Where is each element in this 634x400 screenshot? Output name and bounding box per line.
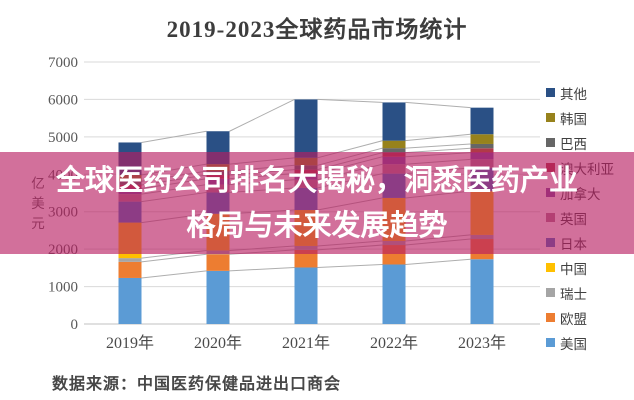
legend-label: 美国: [560, 336, 587, 352]
series-connector-line: [141, 253, 207, 263]
legend-swatch-icon: [546, 338, 555, 347]
y-tick-label: 7000: [48, 55, 78, 71]
bar-segment-巴西: [470, 143, 494, 149]
legend-item-瑞士: 瑞士: [546, 280, 614, 305]
y-tick-label: 5000: [48, 130, 78, 146]
legend-swatch-icon: [546, 113, 555, 122]
y-tick-label: 0: [71, 317, 79, 333]
banner-text-line2: 格局与未来发展趋势: [186, 208, 448, 242]
bar-segment-欧盟: [294, 249, 318, 268]
legend-item-美国: 美国: [546, 330, 614, 355]
bar-segment-美国: [470, 259, 494, 324]
series-connector-line: [229, 266, 295, 272]
series-connector-line: [317, 98, 383, 103]
legend-label: 韩国: [560, 111, 587, 127]
series-connector-line: [405, 147, 471, 154]
x-tick-label: 2021年: [282, 334, 330, 352]
x-tick-label: 2020年: [194, 334, 242, 352]
chart-title: 2019-2023全球药品市场统计: [166, 17, 468, 42]
bar-segment-欧盟: [118, 261, 142, 278]
x-tick-label: 2019年: [106, 334, 154, 352]
bar-segment-其他: [470, 107, 494, 135]
legend-swatch-icon: [546, 288, 555, 297]
bar-segment-美国: [382, 264, 406, 324]
legend-label: 欧盟: [560, 311, 587, 327]
y-tick-label: 1000: [48, 280, 78, 296]
bar-segment-韩国: [382, 140, 406, 149]
legend-item-韩国: 韩国: [546, 105, 614, 130]
bar-segment-欧盟: [206, 254, 230, 271]
promo-banner-overlay: 全球医药公司排名大揭秘，洞悉医药产业 格局与未来发展趋势: [0, 152, 634, 254]
legend-label: 巴西: [560, 136, 587, 152]
legend-item-欧盟: 欧盟: [546, 305, 614, 330]
bar-segment-澳大利亚: [470, 148, 494, 153]
legend-swatch-icon: [546, 313, 555, 322]
x-tick-label: 2022年: [370, 334, 418, 352]
legend-label: 瑞士: [560, 286, 587, 302]
legend-item-其他: 其他: [546, 80, 614, 105]
legend-item-中国: 中国: [546, 255, 614, 280]
series-connector-line: [229, 98, 295, 132]
series-connector-line: [141, 270, 207, 279]
data-source-note: 数据来源：中国医药保健品进出口商会: [52, 376, 342, 393]
legend-item-巴西: 巴西: [546, 130, 614, 155]
banner-text-line1: 全球医药公司排名大揭秘，洞悉医药产业: [55, 163, 578, 197]
bar-segment-美国: [118, 277, 142, 324]
series-connector-line: [405, 133, 471, 142]
bar-segment-韩国: [470, 134, 494, 144]
series-connector-line: [141, 130, 207, 143]
legend-label: 其他: [560, 86, 587, 102]
series-connector-line: [317, 263, 383, 268]
series-connector-line: [405, 143, 471, 149]
bar-segment-瑞士: [118, 258, 142, 262]
bar-segment-美国: [294, 267, 318, 324]
series-connector-line: [405, 258, 471, 265]
y-tick-label: 6000: [48, 92, 78, 108]
x-tick-label: 2023年: [458, 334, 506, 352]
legend-label: 中国: [560, 261, 587, 277]
bar-segment-巴西: [382, 148, 406, 153]
legend-swatch-icon: [546, 88, 555, 97]
series-connector-line: [405, 101, 471, 109]
bar-segment-其他: [382, 102, 406, 141]
bar-segment-其他: [294, 99, 318, 158]
bar-segment-美国: [206, 270, 230, 324]
legend-swatch-icon: [546, 263, 555, 272]
legend-swatch-icon: [546, 138, 555, 147]
